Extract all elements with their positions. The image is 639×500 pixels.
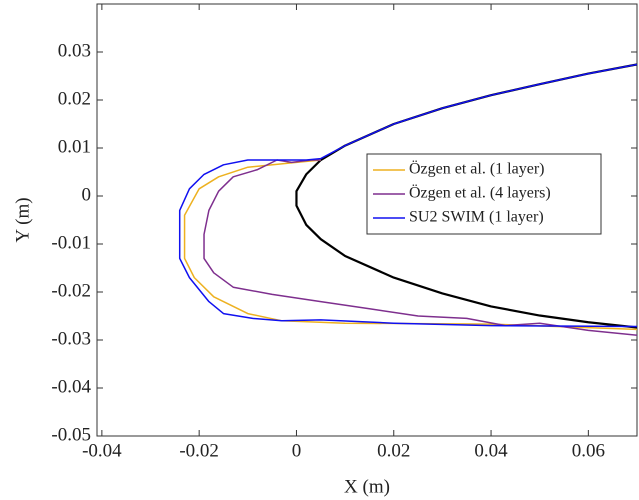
y-tick-label: -0.03 xyxy=(51,328,91,349)
x-tick-label: 0.04 xyxy=(474,440,508,461)
legend-box xyxy=(366,153,602,235)
y-axis-label: Y (m) xyxy=(12,197,33,242)
series-line xyxy=(178,63,637,328)
y-tick-label: 0.03 xyxy=(58,40,91,61)
x-tick-label: 0 xyxy=(292,440,302,461)
y-tick-label: 0.02 xyxy=(58,88,91,109)
y-tick-label: -0.04 xyxy=(51,376,91,397)
y-tick-label: 0 xyxy=(82,184,92,205)
x-axis-label: X (m) xyxy=(344,476,390,497)
series-line xyxy=(183,159,637,331)
y-tick-label: -0.05 xyxy=(51,424,91,445)
y-tick-label: 0.01 xyxy=(58,136,91,157)
x-tick-label: 0.06 xyxy=(572,440,605,461)
x-tick-label: -0.04 xyxy=(82,440,122,461)
legend-label: Özgen et al. (4 layers) xyxy=(409,184,551,202)
series-line xyxy=(203,159,637,336)
x-tick-label: -0.02 xyxy=(179,440,219,461)
legend: Özgen et al. (1 layer) Özgen et al. (4 la… xyxy=(366,153,602,235)
legend-label: SU2 SWIM (1 layer) xyxy=(409,209,544,226)
y-tick-label: -0.02 xyxy=(51,280,91,301)
legend-label: Özgen et al. (1 layer) xyxy=(409,160,544,178)
x-tick-label: 0.02 xyxy=(377,440,410,461)
y-tick-label: -0.01 xyxy=(51,232,91,253)
